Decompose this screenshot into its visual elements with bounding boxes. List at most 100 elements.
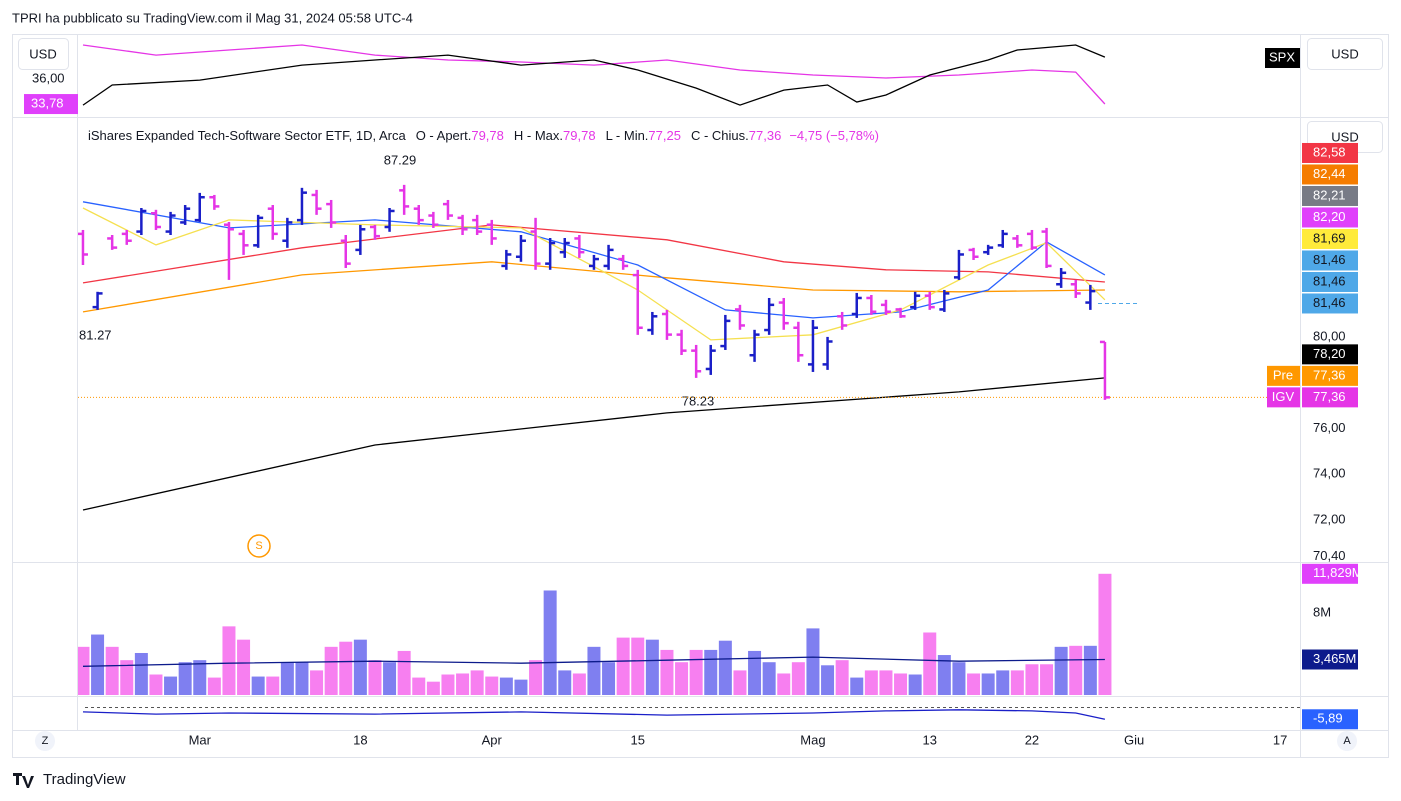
price-tag — [1302, 387, 1358, 408]
volume-bar — [1098, 573, 1112, 695]
volume-bar — [616, 637, 630, 695]
legend-name: iShares Expanded Tech-Software Sector ET… — [88, 128, 406, 143]
volume-bar — [412, 677, 426, 695]
series-line — [82, 709, 1106, 720]
volume-bar — [164, 676, 178, 695]
volume-bar — [295, 662, 309, 695]
volume-bar — [645, 639, 659, 695]
volume-bar — [397, 650, 411, 695]
legend-value: 79,78 — [563, 128, 596, 143]
volume-bar — [426, 681, 440, 695]
volume-bar — [193, 660, 207, 695]
split-icon[interactable] — [247, 534, 271, 558]
volume-bar — [981, 673, 995, 695]
price-tag — [1302, 250, 1358, 271]
volume-bar — [602, 662, 616, 695]
volume-bar — [310, 670, 324, 695]
moving-average — [82, 207, 1106, 341]
volume-bar — [777, 673, 791, 695]
a-label[interactable]: A — [1343, 735, 1351, 747]
brand: TradingView — [43, 771, 126, 788]
volume-bar — [237, 639, 251, 695]
volume-bar — [631, 637, 645, 695]
price-tag — [1302, 271, 1358, 292]
volume-bar — [558, 670, 572, 695]
split-label[interactable]: S — [255, 540, 262, 552]
y-tick-label: 76,00 — [1313, 420, 1346, 435]
price-tag — [24, 94, 78, 115]
volume-bar — [499, 677, 513, 695]
pane — [82, 709, 1106, 720]
a-button[interactable]: A — [1337, 731, 1357, 751]
volume-bar — [134, 652, 148, 695]
volume-bar — [383, 662, 397, 695]
volume-bar — [120, 660, 134, 695]
volume-bar — [864, 670, 878, 695]
legend-value: 77,36 — [749, 128, 782, 143]
x-tick-label: 15 — [631, 732, 645, 747]
pane — [78, 573, 1112, 695]
annotation: 78.23 — [682, 393, 715, 408]
price-tag — [1302, 563, 1358, 584]
moving-average — [82, 261, 1105, 313]
volume-bar — [456, 673, 470, 695]
volume-bar — [689, 649, 703, 695]
volume-bar — [821, 665, 835, 695]
price-tag-label: 11,829M — [1313, 565, 1363, 580]
price-tag-label: 3,465M — [1313, 651, 1356, 666]
legend-change: −4,75 (−5,78%) — [789, 128, 879, 143]
price-tag — [1302, 207, 1358, 228]
volume-bar — [923, 632, 937, 695]
price-tag — [1302, 365, 1358, 386]
price-tag — [1302, 185, 1358, 206]
volume-bar — [996, 670, 1010, 695]
z-button[interactable]: Z — [35, 731, 55, 751]
usd-label[interactable]: USD — [1331, 129, 1358, 144]
brand-logo — [13, 773, 34, 788]
volume-bar — [748, 650, 762, 695]
price-tag-label: 82,58 — [1313, 144, 1346, 159]
pane — [78, 184, 1300, 511]
volume-bar — [339, 641, 353, 695]
price-tag — [1302, 293, 1358, 314]
volume-bar — [1010, 670, 1024, 695]
volume-bar — [879, 670, 893, 695]
volume-bar — [78, 646, 90, 695]
price-tag-label: -5,89 — [1313, 711, 1343, 726]
legend-label: O - Apert. — [416, 128, 472, 143]
tag-prefix — [1267, 365, 1300, 386]
price-tag-label: 81,69 — [1313, 230, 1346, 245]
tag-prefix-label: IGV — [1272, 389, 1295, 404]
volume-bar — [952, 662, 966, 695]
price-tag-label: 78,20 — [1313, 346, 1346, 361]
volume-bar — [894, 673, 908, 695]
volume-bar — [675, 662, 689, 695]
volume-bar — [572, 673, 586, 695]
price-tag-label: 82,21 — [1313, 187, 1346, 202]
legend-value: 77,25 — [648, 128, 681, 143]
volume-bar — [280, 662, 294, 695]
volume-bar — [660, 649, 674, 695]
volume-bar — [353, 639, 367, 695]
series-line — [82, 44, 1106, 105]
price-tag — [1302, 164, 1358, 185]
volume-bar — [368, 660, 382, 695]
usd-button[interactable]: USD — [1307, 38, 1383, 70]
x-tick-label: Mag — [800, 732, 825, 747]
volume-bar — [266, 676, 280, 695]
volume-bar — [967, 673, 981, 695]
x-tick-label: Mar — [189, 732, 212, 747]
usd-label[interactable]: USD — [29, 46, 56, 61]
tag-prefix — [1267, 387, 1300, 408]
z-label[interactable]: Z — [42, 735, 49, 747]
usd-label[interactable]: USD — [1331, 46, 1358, 61]
frame — [12, 34, 1389, 758]
volume-bar — [791, 662, 805, 695]
legend-label: L - Min. — [606, 128, 649, 143]
legend-label: H - Max. — [514, 128, 563, 143]
y-tick-label: 74,00 — [1313, 466, 1346, 481]
x-tick-label: Apr — [482, 732, 503, 747]
usd-button[interactable]: USD — [18, 38, 69, 70]
header: TPRI ha pubblicato su TradingView.com il… — [12, 10, 413, 25]
